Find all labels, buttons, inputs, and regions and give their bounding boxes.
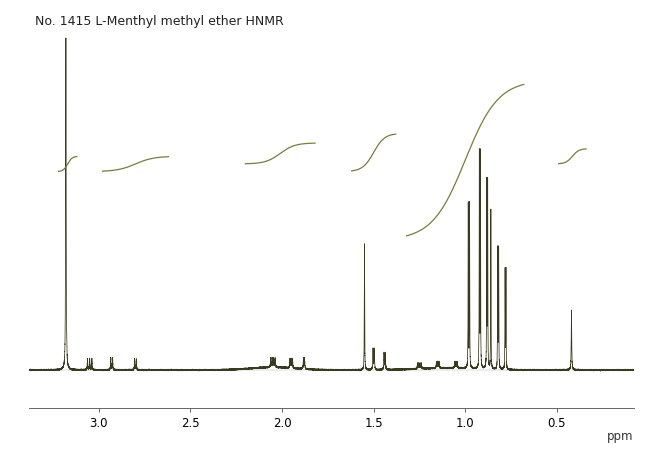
Text: No. 1415 L-Menthyl methyl ether HNMR: No. 1415 L-Menthyl methyl ether HNMR: [35, 15, 284, 28]
Text: ppm: ppm: [607, 430, 634, 443]
